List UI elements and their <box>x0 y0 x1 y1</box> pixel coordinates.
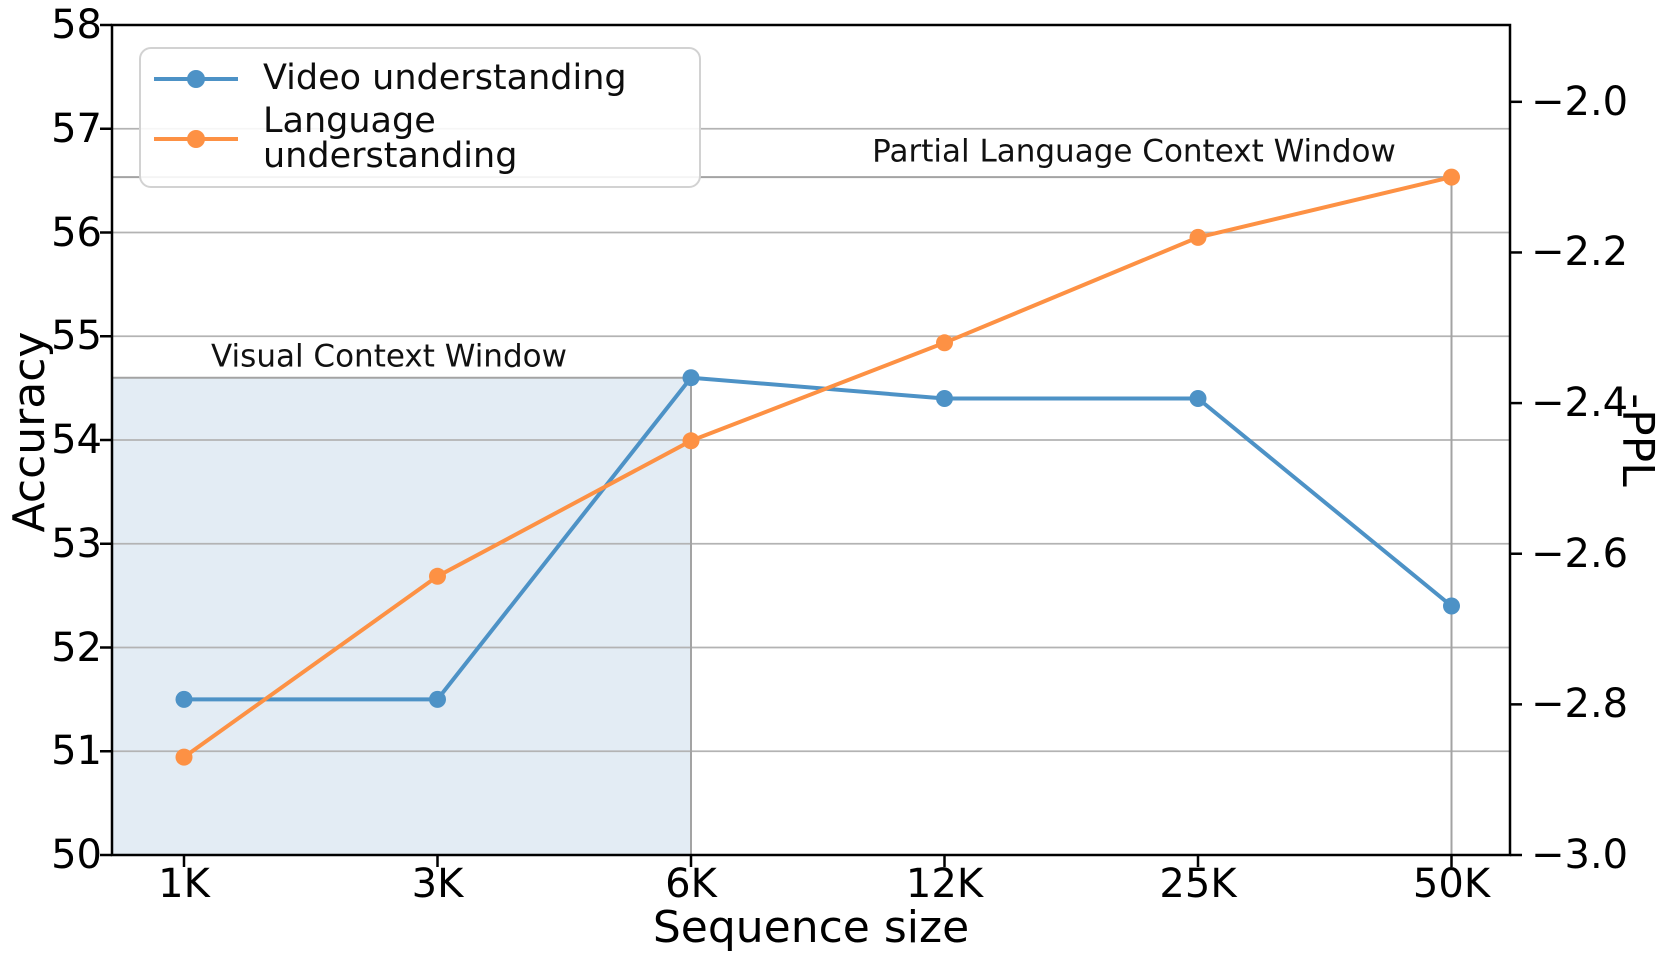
y-tick-label-right: −2.2 <box>1531 229 1629 276</box>
legend-item-language: Language understanding <box>151 104 689 174</box>
x-tick-label: 3K <box>411 861 464 907</box>
series-0-marker-6K <box>682 369 700 387</box>
series-0-marker-3K <box>429 690 446 708</box>
y-tick-label-left: 50 <box>51 832 102 878</box>
series-line-1 <box>182 175 1454 760</box>
y-tick-label-right: −2.0 <box>1531 78 1629 125</box>
y-tick-label-left: 54 <box>51 417 102 463</box>
legend: Video understanding Language understandi… <box>139 47 701 188</box>
x-tick-label: 25K <box>1159 861 1237 907</box>
series-line-0 <box>182 375 1454 702</box>
x-tick-label: 12K <box>905 861 984 907</box>
legend-label-video: Video understanding <box>263 58 627 98</box>
y-tick-label-left: 56 <box>51 209 102 256</box>
y-tick-label-left: 52 <box>51 624 102 671</box>
y-tick-label-left: 58 <box>51 2 102 48</box>
annotation-visual-context-window: Visual Context Window <box>211 338 567 375</box>
series-1-marker-50K <box>1443 168 1460 186</box>
y-tick-label-left: 51 <box>51 728 102 775</box>
y-tick-label-right: −2.6 <box>1531 530 1629 577</box>
series-1-marker-1K <box>175 748 193 766</box>
right-axis-title: -PPL <box>1612 393 1661 487</box>
region-fill-0 <box>112 377 691 855</box>
series-1-marker-6K <box>682 432 700 450</box>
legend-item-video: Video understanding <box>151 61 689 96</box>
y-tick-label-right: −2.8 <box>1531 681 1629 728</box>
series-1-marker-12K <box>936 334 953 352</box>
language-line-marker-icon <box>154 130 238 148</box>
legend-label-language: Language understanding <box>263 101 518 176</box>
y-tick-label-right: −3.0 <box>1531 832 1629 878</box>
x-tick-label: 6K <box>665 861 717 907</box>
x-axis-title: Sequence size <box>652 902 970 953</box>
series-0-marker-1K <box>175 690 193 708</box>
series-0-marker-12K <box>936 390 953 407</box>
x-tick-label: 50K <box>1412 861 1491 907</box>
series-0-marker-50K <box>1443 597 1460 615</box>
series-0-marker-25K <box>1189 390 1207 407</box>
y-tick-label-left: 53 <box>51 520 102 567</box>
y-tick-label-right: −2.4 <box>1531 380 1629 427</box>
annotation-partial-language-context-window: Partial Language Context Window <box>872 133 1396 170</box>
x-tick-label: 1K <box>158 861 210 907</box>
y-tick-label-left: 57 <box>51 105 102 152</box>
video-line-marker-icon <box>154 69 238 88</box>
left-axis-title: Accuracy <box>4 331 55 533</box>
series-1-marker-3K <box>429 567 446 585</box>
series-1-marker-25K <box>1189 228 1207 246</box>
y-tick-label-left: 55 <box>51 313 102 360</box>
